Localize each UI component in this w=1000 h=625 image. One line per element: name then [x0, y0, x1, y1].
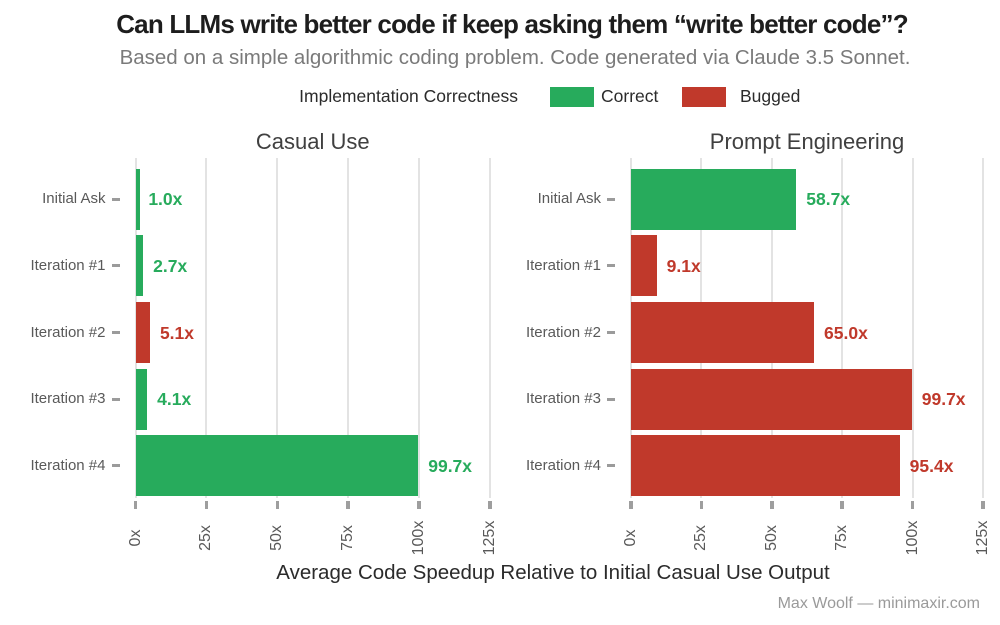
category-label: Iteration #3 — [30, 390, 106, 408]
bar-bugged — [135, 302, 150, 364]
legend-swatch-correct — [550, 87, 594, 107]
chart-title: Can LLMs write better code if keep askin… — [116, 9, 908, 39]
gridline — [841, 158, 844, 498]
bar-correct — [135, 235, 144, 297]
gridline — [347, 158, 350, 498]
x-tick-mark — [275, 501, 280, 509]
x-tick-mark — [488, 501, 492, 509]
chart-subtitle: Based on a simple algorithmic coding pro… — [119, 46, 911, 69]
bar-value-label: 9.1x — [666, 255, 701, 276]
bar-value-label: 99.7x — [428, 455, 473, 476]
bar-bugged — [631, 302, 815, 364]
x-tick-mark — [417, 501, 421, 509]
category-label: Iteration #3 — [525, 390, 601, 408]
y-tick-mark — [607, 464, 615, 468]
legend-swatch-bugged — [682, 87, 726, 107]
bar-correct — [135, 368, 148, 430]
bar-bugged — [631, 235, 657, 297]
panel-title: Casual Use — [255, 129, 370, 154]
y-tick-mark — [607, 397, 615, 401]
legend-label-bugged: Bugged — [740, 86, 801, 106]
gridline — [205, 158, 208, 498]
bar-bugged — [631, 435, 900, 497]
x-tick-mark — [346, 501, 350, 509]
y-tick-mark — [607, 197, 615, 201]
bar-bugged — [631, 368, 912, 430]
y-tick-mark — [607, 264, 615, 268]
bar-value-label: 65.0x — [824, 322, 868, 343]
x-tick-mark — [840, 501, 844, 509]
bar-value-label: 2.7x — [153, 255, 188, 276]
x-axis-title: Average Code Speedup Relative to Initial… — [276, 561, 830, 584]
category-label: Initial Ask — [42, 190, 106, 208]
bar-value-label: 1.0x — [148, 189, 183, 210]
gridline — [418, 158, 421, 498]
gridline — [276, 158, 279, 498]
category-label: Iteration #4 — [525, 456, 601, 474]
panel-title: Prompt Engineering — [709, 129, 905, 154]
x-tick-mark — [981, 501, 985, 509]
bar-correct — [135, 435, 419, 497]
bar-value-label: 5.1x — [159, 322, 195, 343]
x-tick-mark — [910, 501, 915, 509]
y-tick-mark — [111, 397, 120, 401]
gridline — [489, 158, 491, 498]
bar-correct — [631, 168, 797, 230]
y-tick-mark — [111, 331, 120, 335]
x-tick-mark — [204, 501, 209, 509]
y-tick-mark — [111, 464, 120, 468]
category-label: Iteration #4 — [30, 456, 106, 474]
bar-value-label: 99.7x — [921, 389, 966, 410]
category-label: Iteration #2 — [525, 323, 601, 341]
category-label: Iteration #2 — [30, 323, 106, 341]
gridline — [982, 158, 984, 498]
category-label: Iteration #1 — [30, 256, 106, 274]
x-tick-mark — [770, 501, 774, 509]
x-tick-mark — [133, 501, 138, 509]
bar-value-label: 95.4x — [909, 455, 954, 476]
x-tick-mark — [699, 501, 704, 509]
bar-value-label: 4.1x — [157, 389, 192, 410]
category-label: Iteration #1 — [525, 256, 601, 274]
gridline — [911, 158, 914, 498]
legend-title: Implementation Correctness — [299, 86, 518, 106]
bar-value-label: 58.7x — [806, 189, 851, 210]
bar-correct — [135, 168, 140, 230]
x-tick-mark — [629, 501, 633, 509]
category-label: Initial Ask — [537, 190, 601, 208]
y-tick-mark — [111, 197, 120, 201]
y-tick-mark — [607, 331, 615, 335]
legend-label-correct: Correct — [601, 86, 659, 106]
caption: Max Woolf — minimaxir.com — [777, 595, 980, 612]
y-tick-mark — [111, 264, 120, 268]
